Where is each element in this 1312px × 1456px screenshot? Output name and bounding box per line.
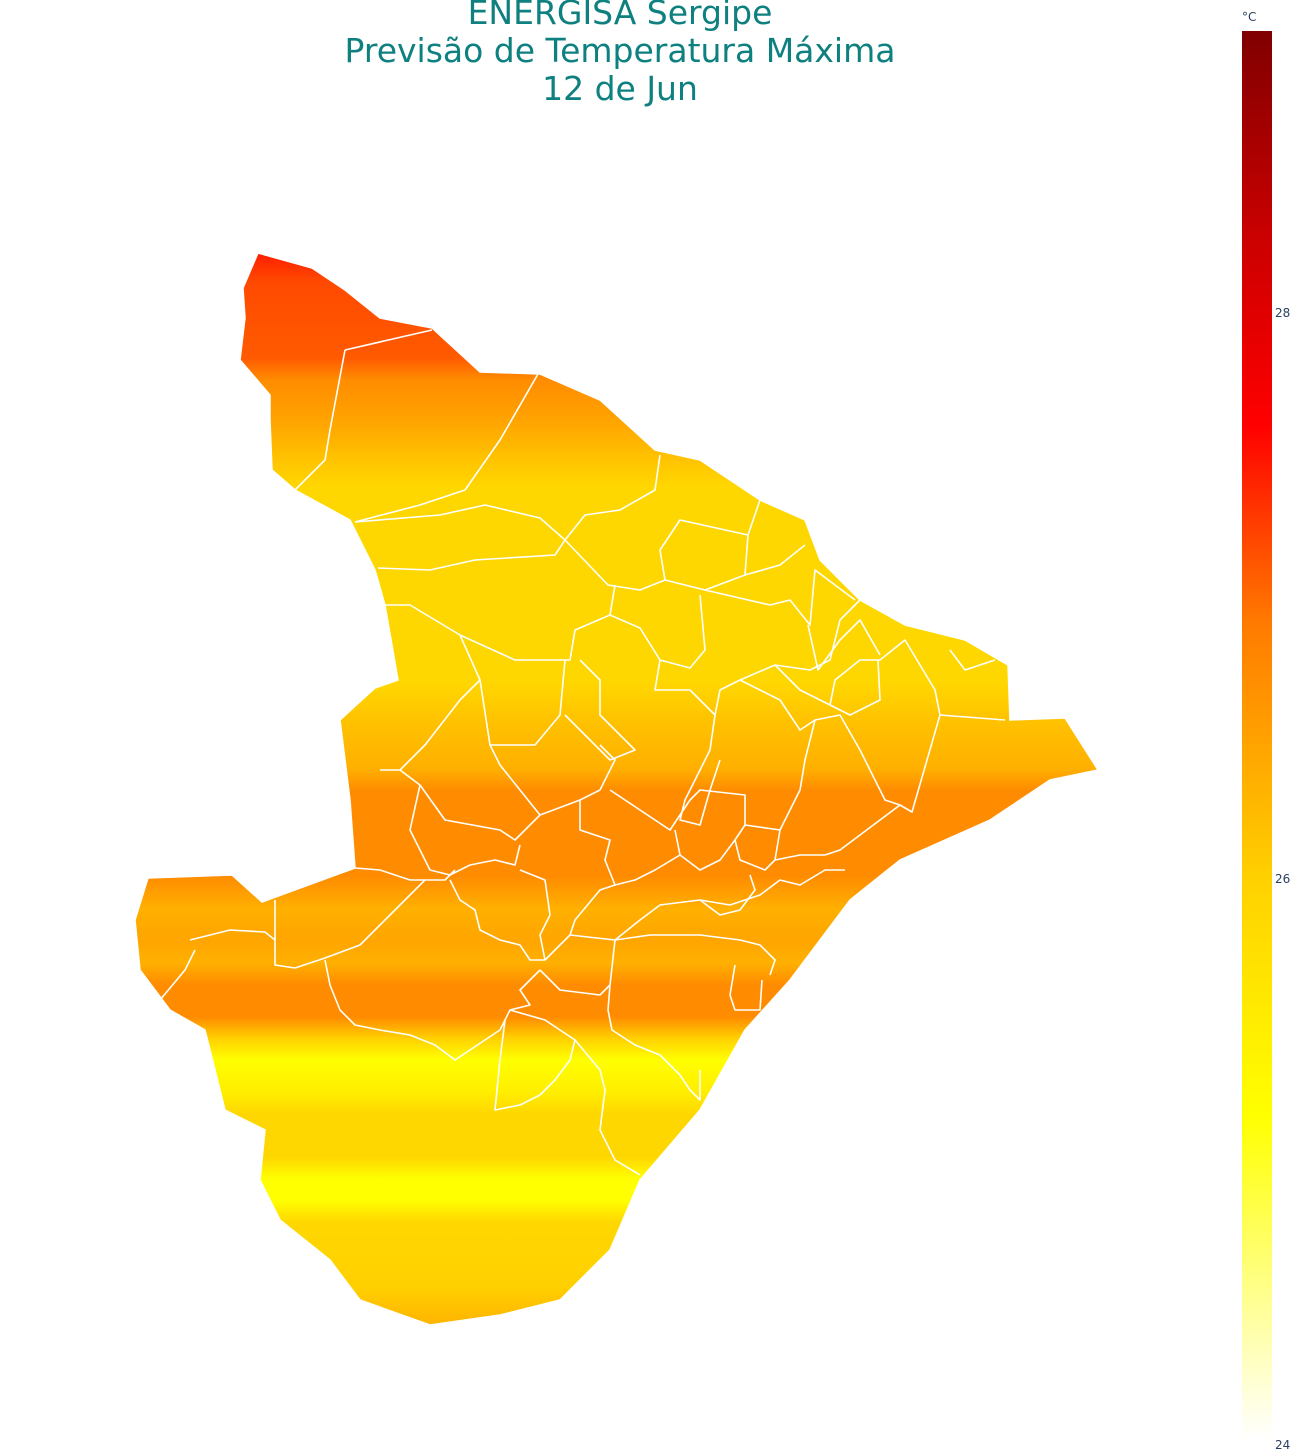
colorbar <box>1242 31 1272 1439</box>
title-line-1: ENERGISA Sergipe <box>467 0 773 32</box>
municipality-borders <box>159 329 1006 1176</box>
title-line-3: 12 de Jun <box>542 69 698 108</box>
temperature-map <box>134 252 1100 1326</box>
colorbar-tick-28: 28 <box>1275 306 1291 320</box>
colorbar-unit: °C <box>1242 10 1257 24</box>
colorbar-tick-24: 24 <box>1275 1438 1291 1452</box>
chart-title: ENERGISA Sergipe Previsão de Temperatura… <box>0 0 1240 108</box>
title-line-2: Previsão de Temperatura Máxima <box>344 31 896 70</box>
colorbar-tick-26: 26 <box>1275 872 1291 886</box>
temperature-field <box>135 253 1098 1325</box>
